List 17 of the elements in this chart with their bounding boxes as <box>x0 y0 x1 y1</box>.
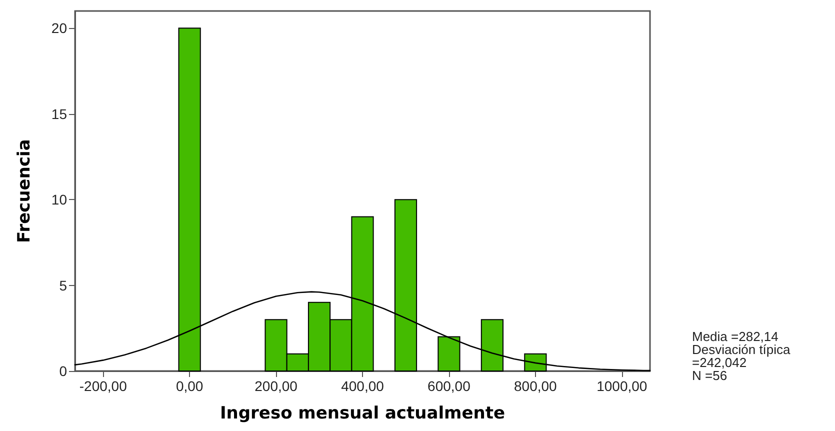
text: Media =282,14 <box>692 329 778 344</box>
text: Desviación típica =242,042 <box>692 342 794 370</box>
x-axis-title: Ingreso mensual actualmente <box>220 404 506 424</box>
text: N =56 <box>692 368 728 383</box>
y-tick-label: 20 <box>51 20 68 36</box>
y-tick-label: 15 <box>51 106 68 122</box>
y-tick-label: 0 <box>59 363 68 379</box>
x-tick-label: 600,00 <box>428 378 471 394</box>
x-tick-label: 400,00 <box>341 378 384 394</box>
x-tick-label: 0,00 <box>176 378 204 394</box>
x-tick-label: -200,00 <box>79 378 128 394</box>
y-tick-label: 10 <box>51 192 68 208</box>
y-axis-title: Frecuencia <box>14 139 34 243</box>
x-tick-label: 1000,00 <box>596 378 648 394</box>
x-tick-label: 800,00 <box>514 378 558 394</box>
x-tick-label: 200,00 <box>254 378 298 394</box>
y-tick-label: 5 <box>59 277 68 294</box>
